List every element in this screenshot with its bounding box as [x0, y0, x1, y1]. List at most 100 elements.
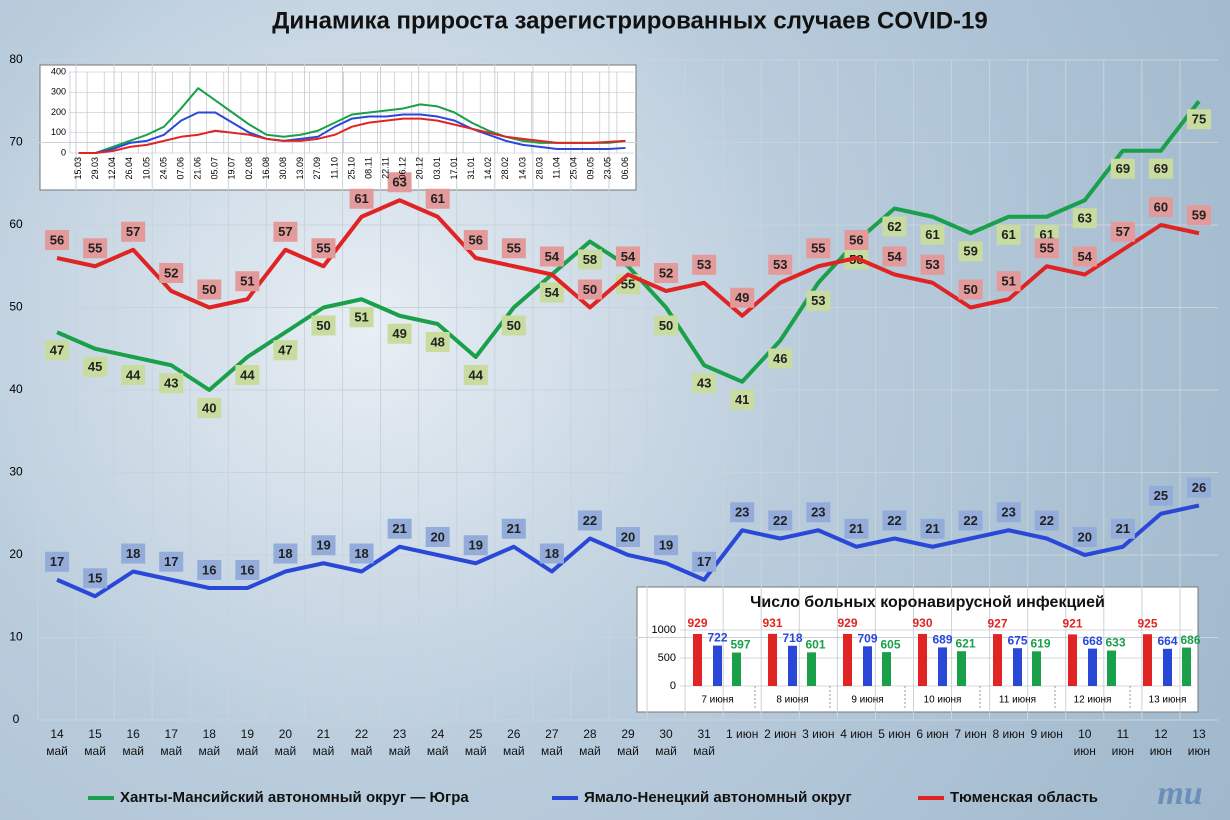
- label-box: [996, 271, 1021, 292]
- chart-title: Динамика прироста зарегистрированных слу…: [272, 7, 987, 34]
- data-label: 929: [837, 616, 857, 630]
- data-label: 601: [805, 638, 825, 652]
- label-box: [273, 543, 298, 564]
- label-box: [311, 535, 336, 556]
- x-tick-label: 24 май: [426, 727, 449, 758]
- data-label: 50: [316, 318, 330, 333]
- data-label: 56: [469, 232, 483, 247]
- data-label: 53: [811, 293, 825, 308]
- data-label: 23: [735, 505, 749, 520]
- data-label: 54: [1078, 249, 1093, 264]
- label-box: [996, 224, 1021, 245]
- x-tick-label: 28.02: [500, 157, 510, 180]
- y-tick-label: 10: [9, 630, 23, 644]
- label-box: [577, 249, 602, 270]
- label-box: [1186, 109, 1211, 130]
- label-box: [121, 543, 146, 564]
- data-label: 17: [50, 554, 64, 569]
- data-label: 21: [392, 521, 406, 536]
- x-tick-label: 25.10: [346, 157, 356, 180]
- label-box: [273, 221, 298, 242]
- label-box: [958, 241, 983, 262]
- x-tick-label: 22.11: [381, 157, 391, 179]
- label-box: [501, 238, 526, 259]
- label-box: [882, 246, 907, 267]
- data-label: 18: [278, 546, 292, 561]
- data-label: 15: [88, 571, 102, 586]
- data-label: 49: [392, 326, 406, 341]
- data-label: 689: [932, 633, 952, 647]
- data-label: 53: [697, 257, 711, 272]
- data-label: 55: [316, 241, 330, 256]
- label-box: [235, 560, 260, 580]
- data-label: 75: [1192, 112, 1206, 127]
- label-box: [121, 221, 146, 242]
- legend-label: Ямало-Ненецкий автономный округ: [584, 789, 852, 806]
- data-label: 597: [730, 638, 750, 652]
- label-box: [83, 356, 108, 377]
- data-label: 51: [1001, 274, 1015, 289]
- data-label: 20: [1078, 529, 1092, 544]
- data-label: 675: [1007, 633, 1027, 647]
- data-label: 718: [782, 631, 802, 645]
- data-label: 20: [430, 529, 444, 544]
- data-label: 17: [164, 554, 178, 569]
- label-box: [387, 172, 412, 193]
- x-tick-label: 23.05: [603, 157, 613, 180]
- bar: [863, 646, 872, 686]
- data-label: 44: [240, 367, 255, 382]
- data-label: 58: [583, 252, 597, 267]
- data-label: 23: [1001, 505, 1015, 520]
- bar: [1088, 648, 1097, 686]
- x-tick-label: 7 июн: [954, 727, 987, 741]
- label-box: [768, 348, 793, 369]
- data-label: 59: [963, 244, 977, 259]
- x-tick-label: 08.11: [363, 157, 373, 179]
- x-tick-label: 29.03: [90, 157, 100, 180]
- label-box: [349, 307, 374, 328]
- label-box: [730, 502, 755, 523]
- x-tick-label: 02.08: [244, 157, 254, 180]
- label-box: [1072, 208, 1097, 229]
- data-label: 621: [955, 636, 975, 650]
- data-label: 56: [50, 232, 64, 247]
- label-box: [83, 568, 108, 589]
- x-tick-label: 16.08: [261, 157, 271, 180]
- label-box: [768, 254, 793, 275]
- x-tick-label: 10 июня: [924, 695, 962, 706]
- x-tick-label: 11.10: [329, 157, 339, 179]
- data-label: 57: [1116, 224, 1130, 239]
- x-tick-label: 12 июн: [1149, 727, 1173, 758]
- label-box: [806, 290, 831, 311]
- data-label: 19: [316, 538, 330, 553]
- bar: [957, 651, 966, 686]
- label-box: [692, 373, 717, 394]
- x-tick-label: 13 июн: [1187, 727, 1211, 758]
- x-tick-label: 09.05: [586, 157, 596, 180]
- x-tick-label: 9 июн: [1030, 727, 1063, 741]
- label-box: [539, 282, 564, 303]
- data-label: 16: [240, 562, 254, 577]
- y-tick-label: 20: [9, 547, 23, 561]
- x-tick-label: 06.12: [398, 157, 408, 180]
- x-tick-label: 17 май: [160, 727, 183, 758]
- bar: [1182, 647, 1191, 686]
- x-tick-label: 26.04: [124, 157, 134, 180]
- label-box: [159, 551, 184, 572]
- label-box: [539, 246, 564, 267]
- label-box: [882, 216, 907, 237]
- bar: [788, 645, 797, 686]
- data-label: 930: [912, 616, 932, 630]
- data-label: 47: [50, 343, 64, 358]
- x-tick-label: 7 июня: [701, 695, 733, 706]
- x-tick-label: 31.01: [466, 157, 476, 180]
- bar: [807, 652, 816, 686]
- label-box: [1072, 527, 1097, 547]
- bar: [732, 652, 741, 686]
- data-label: 49: [735, 290, 749, 305]
- data-label: 21: [1116, 521, 1130, 536]
- x-tick-label: 25.04: [569, 157, 579, 180]
- data-label: 26: [1192, 480, 1206, 495]
- label-box: [996, 502, 1021, 523]
